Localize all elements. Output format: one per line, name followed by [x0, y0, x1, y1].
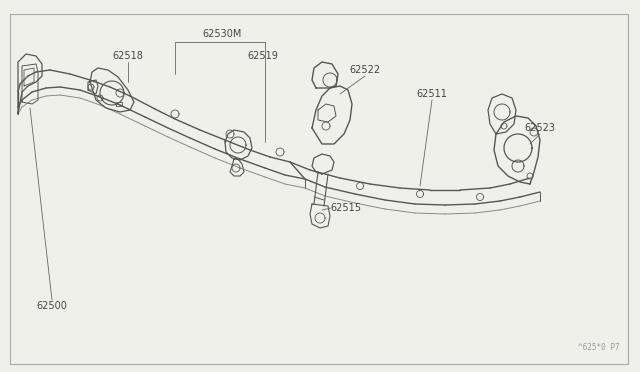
Text: 62500: 62500: [36, 301, 67, 311]
Polygon shape: [312, 86, 352, 144]
Polygon shape: [230, 159, 244, 176]
Text: 62511: 62511: [417, 89, 447, 99]
Text: 62530M: 62530M: [202, 29, 242, 39]
Text: 62519: 62519: [248, 51, 278, 61]
Polygon shape: [488, 94, 516, 134]
Polygon shape: [88, 80, 98, 94]
Polygon shape: [312, 62, 338, 88]
Polygon shape: [312, 154, 334, 174]
Text: 62523: 62523: [525, 123, 556, 133]
Text: ^625*0 P7: ^625*0 P7: [579, 343, 620, 352]
Polygon shape: [90, 68, 134, 112]
Polygon shape: [225, 130, 252, 160]
Polygon shape: [310, 204, 330, 228]
Polygon shape: [494, 116, 540, 184]
Text: 62518: 62518: [113, 51, 143, 61]
Text: 62522: 62522: [349, 65, 381, 75]
Polygon shape: [18, 54, 42, 114]
Text: 62515: 62515: [330, 203, 362, 213]
